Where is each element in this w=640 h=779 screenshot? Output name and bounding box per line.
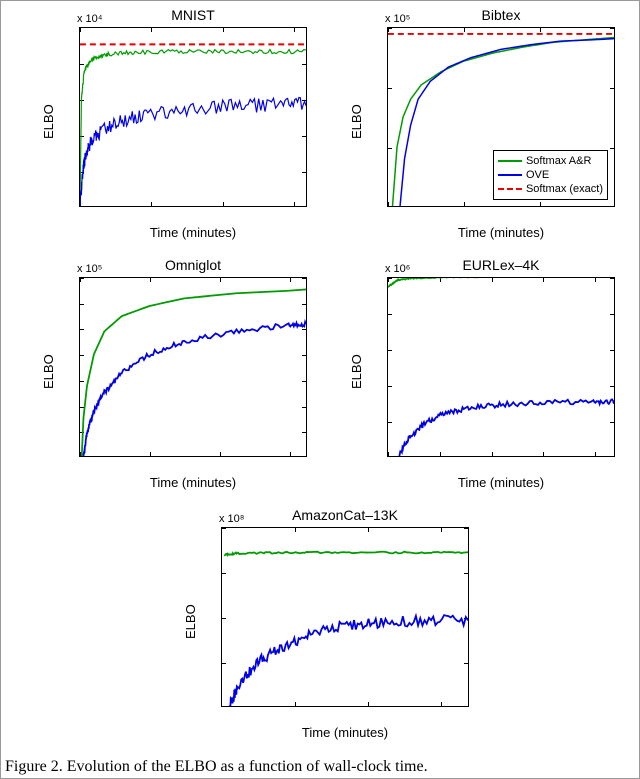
x-tick-label: 1 (520, 206, 560, 207)
y-axis-label: ELBO (349, 354, 364, 389)
x-tick-label: 50 (420, 456, 460, 457)
eurlex-chart: EURLex–4Kx 10⁶−5.2−5−4.8−4.6−4.4−4.20501… (387, 277, 615, 457)
legend-item: OVE (498, 168, 603, 182)
y-axis-label: ELBO (41, 354, 56, 389)
plot-area: −9−8−7−6−550010001500 (221, 527, 469, 707)
legend-label: Softmax A&R (526, 155, 591, 167)
omniglot-chart: Omniglotx 10⁵−1.34−1.32−1.3−1.28−1.26−1.… (79, 277, 307, 457)
chart-lines (388, 278, 614, 456)
legend-item: Softmax (exact) (498, 182, 603, 196)
y-exponent-label: x 10⁶ (385, 263, 410, 275)
x-tick-label: 0.5 (131, 206, 171, 207)
chart-title: Omniglot (79, 257, 307, 273)
legend-swatch (498, 188, 522, 190)
series-line (80, 97, 306, 207)
legend-label: Softmax (exact) (526, 183, 603, 195)
plot-area: −1.34−1.32−1.3−1.28−1.26−1.24−1.22−1.202… (79, 277, 307, 457)
y-axis-label: ELBO (349, 104, 364, 139)
x-axis-label: Time (minutes) (387, 225, 615, 240)
x-tick-label: 150 (523, 456, 563, 457)
x-tick-label: 0 (79, 456, 100, 457)
y-exponent-label: x 10⁸ (219, 513, 244, 525)
x-axis-label: Time (minutes) (221, 725, 469, 740)
y-exponent-label: x 10⁵ (77, 263, 102, 275)
y-exponent-label: x 10⁵ (385, 13, 410, 25)
figure-page: MNISTx 10⁴−4.5−4−3.5−3−2.500.511.5ELBOTi… (0, 0, 640, 779)
y-axis-label: ELBO (41, 104, 56, 139)
chart-lines (222, 528, 468, 706)
x-tick-label: 0.5 (444, 206, 484, 207)
x-tick-label: 1 (203, 206, 243, 207)
legend-item: Softmax A&R (498, 154, 603, 168)
amazon-chart: AmazonCat–13Kx 10⁸−9−8−7−6−550010001500E… (221, 527, 469, 707)
plot-area: −4.5−4−3.5−3−2.500.511.5 (79, 27, 307, 207)
plot-area: −5.2−5−4.8−4.6−4.4−4.2050100150200 (387, 277, 615, 457)
series-line (398, 399, 614, 457)
x-tick-label: 500 (275, 706, 315, 707)
mnist-chart: MNISTx 10⁴−4.5−4−3.5−3−2.500.511.5ELBOTi… (79, 27, 307, 207)
legend: Softmax A&R OVE Softmax (exact) (493, 150, 608, 200)
plot-area: −2.65−2.6−2.55−2.500.511.5Softmax A&ROVE… (387, 27, 615, 207)
y-exponent-label: x 10⁴ (77, 13, 103, 25)
legend-swatch (498, 174, 522, 176)
chart-title: Bibtex (387, 7, 615, 23)
legend-swatch (498, 160, 522, 162)
series-line (83, 322, 306, 457)
x-tick-label: 40 (200, 456, 240, 457)
legend-label: OVE (526, 169, 549, 181)
series-line (229, 615, 468, 707)
chart-lines (80, 28, 306, 206)
series-line (388, 277, 614, 287)
x-tick-label: 100 (472, 456, 512, 457)
x-tick-label: 1.5 (596, 206, 615, 207)
figure-caption: Figure 2. Evolution of the ELBO as a fun… (1, 758, 639, 776)
x-tick-label: 1000 (348, 706, 388, 707)
x-tick-label: 0 (79, 206, 100, 207)
chart-title: EURLex–4K (387, 257, 615, 273)
x-tick-label: 1500 (421, 706, 461, 707)
series-line (82, 289, 306, 456)
series-line (80, 50, 306, 207)
x-axis-label: Time (minutes) (387, 475, 615, 490)
x-tick-label: 0 (387, 206, 408, 207)
x-tick-label: 60 (270, 456, 307, 457)
x-tick-label: 200 (575, 456, 615, 457)
chart-lines (80, 278, 306, 456)
x-tick-label: 20 (130, 456, 170, 457)
series-line (224, 552, 468, 556)
x-tick-label: 0 (387, 456, 408, 457)
x-tick-label: 1.5 (274, 206, 307, 207)
y-axis-label: ELBO (183, 604, 198, 639)
bibtex-chart: Bibtexx 10⁵−2.65−2.6−2.55−2.500.511.5Sof… (387, 27, 615, 207)
x-axis-label: Time (minutes) (79, 225, 307, 240)
x-axis-label: Time (minutes) (79, 475, 307, 490)
chart-title: AmazonCat–13K (221, 507, 469, 523)
chart-title: MNIST (79, 7, 307, 23)
